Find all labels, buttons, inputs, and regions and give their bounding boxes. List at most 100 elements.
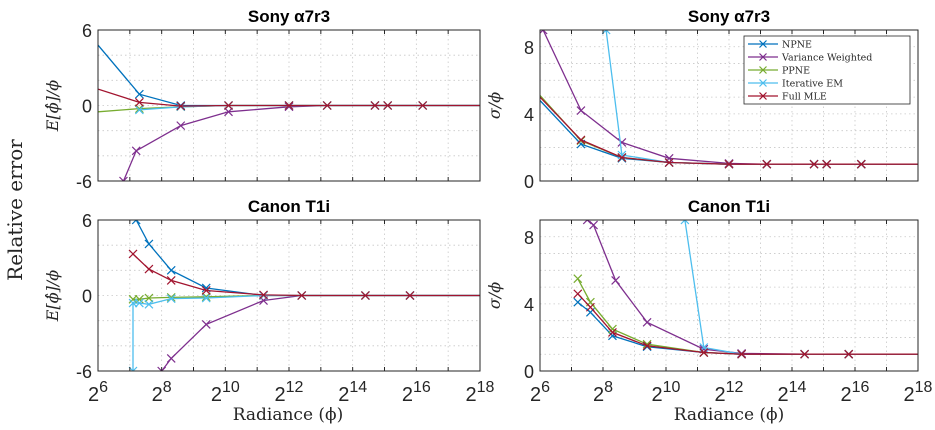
y-axis-label: E[ϕ̂]/ϕ: [43, 270, 62, 322]
data-point: [144, 239, 154, 249]
chart-panel-4: 0 4 8 26 28 210 212 214 216 218 Canon T1i σ/ϕ: [485, 197, 933, 406]
data-point: [573, 289, 583, 299]
data-point: [131, 220, 141, 225]
data-point: [573, 297, 583, 307]
data-point: [856, 159, 866, 169]
data-point: [144, 264, 154, 274]
data-point: [259, 290, 268, 300]
legend-label: PPNE: [782, 66, 810, 77]
data-point: [576, 106, 586, 115]
y-tick-label: -6: [76, 362, 92, 382]
y-tick-label: 6: [82, 211, 92, 231]
x-tick-label: 210: [211, 379, 240, 406]
x-tick-label: 216: [402, 379, 431, 406]
series-line-npne: [577, 301, 918, 355]
series-line-full-mle: [577, 293, 918, 355]
data-point: [724, 159, 734, 169]
chart-panel-1: -6 0 6 Sony α7r3 E[ϕ̂]/ϕ: [43, 7, 481, 192]
data-point: [664, 158, 674, 167]
series-line-variance-weighted: [122, 104, 480, 181]
data-point: [582, 220, 592, 225]
x-tick-label: 210: [652, 379, 681, 406]
legend: NPNE Variance Weighted PPNE Iterative EM Ful…: [743, 35, 911, 105]
series-line-ppne: [577, 278, 918, 355]
chart-title: Sony α7r3: [248, 7, 330, 26]
y-tick-label: 0: [524, 362, 534, 382]
xlabel-right: Radiance (ϕ): [674, 405, 785, 425]
data-point: [134, 294, 144, 304]
data-point: [166, 275, 176, 285]
data-point: [370, 101, 380, 110]
legend-label: Full MLE: [782, 92, 827, 103]
data-point: [166, 265, 176, 275]
x-tick-label: 212: [275, 379, 304, 406]
legend-label: NPNE: [782, 40, 812, 51]
data-point: [608, 327, 617, 337]
data-point: [680, 220, 690, 225]
data-point: [642, 339, 652, 349]
data-point: [176, 101, 186, 111]
chart-panel-3: -6 0 6 26 28 210 212 214 216 218 Canon T1i E[ϕ̂]/ϕ: [43, 197, 495, 406]
x-tick-label: 28: [152, 379, 172, 406]
y-tick-label: 0: [82, 287, 92, 307]
data-point: [157, 366, 167, 371]
legend-marker: [759, 79, 767, 87]
data-point: [284, 101, 294, 110]
data-point: [737, 349, 747, 359]
chart-title: Canon T1i: [248, 197, 330, 216]
x-tick-label: 214: [338, 379, 367, 406]
data-point: [201, 320, 211, 329]
data-point: [128, 294, 138, 304]
data-point: [800, 349, 810, 359]
y-tick-label: 8: [524, 228, 534, 248]
data-point: [322, 101, 332, 110]
x-tick-label: 214: [778, 379, 807, 406]
data-point: [844, 349, 854, 359]
legend-marker: [759, 66, 767, 74]
x-tick-label: 212: [715, 379, 744, 406]
y-tick-label: 4: [524, 105, 534, 125]
series-line-full-mle: [540, 96, 918, 165]
data-point: [224, 107, 233, 117]
data-point: [699, 348, 709, 357]
x-tick-label: 28: [593, 379, 613, 406]
series-line-iterative-em: [132, 294, 480, 371]
data-point: [664, 153, 674, 163]
y-tick-label: -6: [76, 172, 92, 192]
plot-area: [98, 44, 480, 181]
series-line-npne: [540, 100, 918, 165]
data-point: [642, 341, 652, 351]
data-point: [297, 291, 307, 300]
y-axis-label: σ/ϕ: [485, 92, 504, 119]
data-point: [611, 275, 621, 285]
data-point: [144, 293, 154, 303]
chart-title: Sony α7r3: [688, 7, 770, 26]
x-tick-label: 218: [904, 379, 933, 406]
data-point: [822, 159, 832, 169]
data-point: [617, 137, 627, 147]
data-point: [128, 298, 138, 308]
shared-ylabel: Relative error: [3, 139, 27, 281]
x-tick-label: 26: [530, 379, 550, 406]
data-point: [360, 291, 370, 300]
legend-marker: [759, 40, 767, 48]
data-point: [144, 299, 154, 309]
legend-marker: [759, 53, 767, 61]
x-tick-label: 26: [88, 379, 108, 406]
series-line-full-mle: [132, 253, 480, 297]
data-point: [201, 293, 211, 303]
y-tick-label: 0: [82, 97, 92, 117]
series-line-npne: [135, 220, 480, 297]
data-point: [134, 104, 144, 114]
plot-area: [540, 30, 918, 169]
data-point: [128, 366, 138, 371]
y-tick-label: 0: [524, 172, 534, 192]
data-point: [166, 292, 176, 302]
data-point: [166, 353, 176, 363]
data-point: [608, 324, 617, 334]
data-point: [166, 294, 176, 304]
data-point: [642, 317, 652, 327]
data-point: [405, 291, 415, 300]
data-point: [617, 153, 627, 162]
